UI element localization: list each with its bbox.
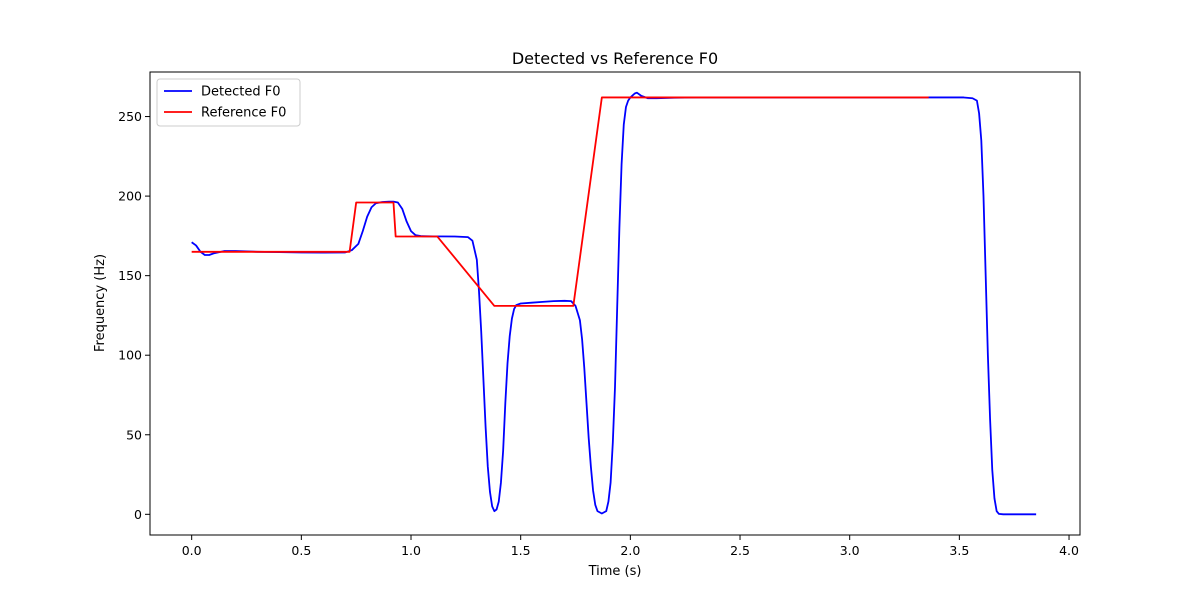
x-tick-label: 3.5 xyxy=(949,543,969,558)
series-line-detected-f0 xyxy=(191,91,1037,516)
x-tick-label: 1.0 xyxy=(401,543,421,558)
chart-title: Detected vs Reference F0 xyxy=(512,49,718,68)
x-tick-label: 2.0 xyxy=(620,543,640,558)
x-tick-label: 3.0 xyxy=(840,543,860,558)
y-tick-label: 50 xyxy=(126,427,142,442)
x-axis-label: Time (s) xyxy=(588,564,642,579)
x-tick-label: 0.0 xyxy=(182,543,202,558)
y-tick-label: 200 xyxy=(118,189,142,204)
legend-label-detected-f0: Detected F0 xyxy=(201,85,280,100)
y-tick-label: 150 xyxy=(118,268,142,283)
legend-box xyxy=(156,78,301,127)
x-tick-label: 1.5 xyxy=(511,543,531,558)
y-axis-label: Frequency (Hz) xyxy=(93,254,108,352)
plot-area: 0.0 0.5 1.0 1.5 2.0 2.5 3.0 3.5 4.0 0 50 100 150 200 2… xyxy=(118,71,1081,558)
x-tick-label: 2.5 xyxy=(730,543,750,558)
plot-frame xyxy=(149,71,1081,536)
series-line-reference-f0 xyxy=(191,96,929,307)
x-tick-label: 4.0 xyxy=(1059,543,1079,558)
legend-label-reference-f0: Reference F0 xyxy=(201,106,286,121)
y-tick-label: 0 xyxy=(134,507,142,522)
y-tick-label: 100 xyxy=(118,348,142,363)
legend: Detected F0 Reference F0 xyxy=(156,78,301,127)
x-tick-label: 0.5 xyxy=(291,543,311,558)
y-tick-label: 250 xyxy=(118,109,142,124)
